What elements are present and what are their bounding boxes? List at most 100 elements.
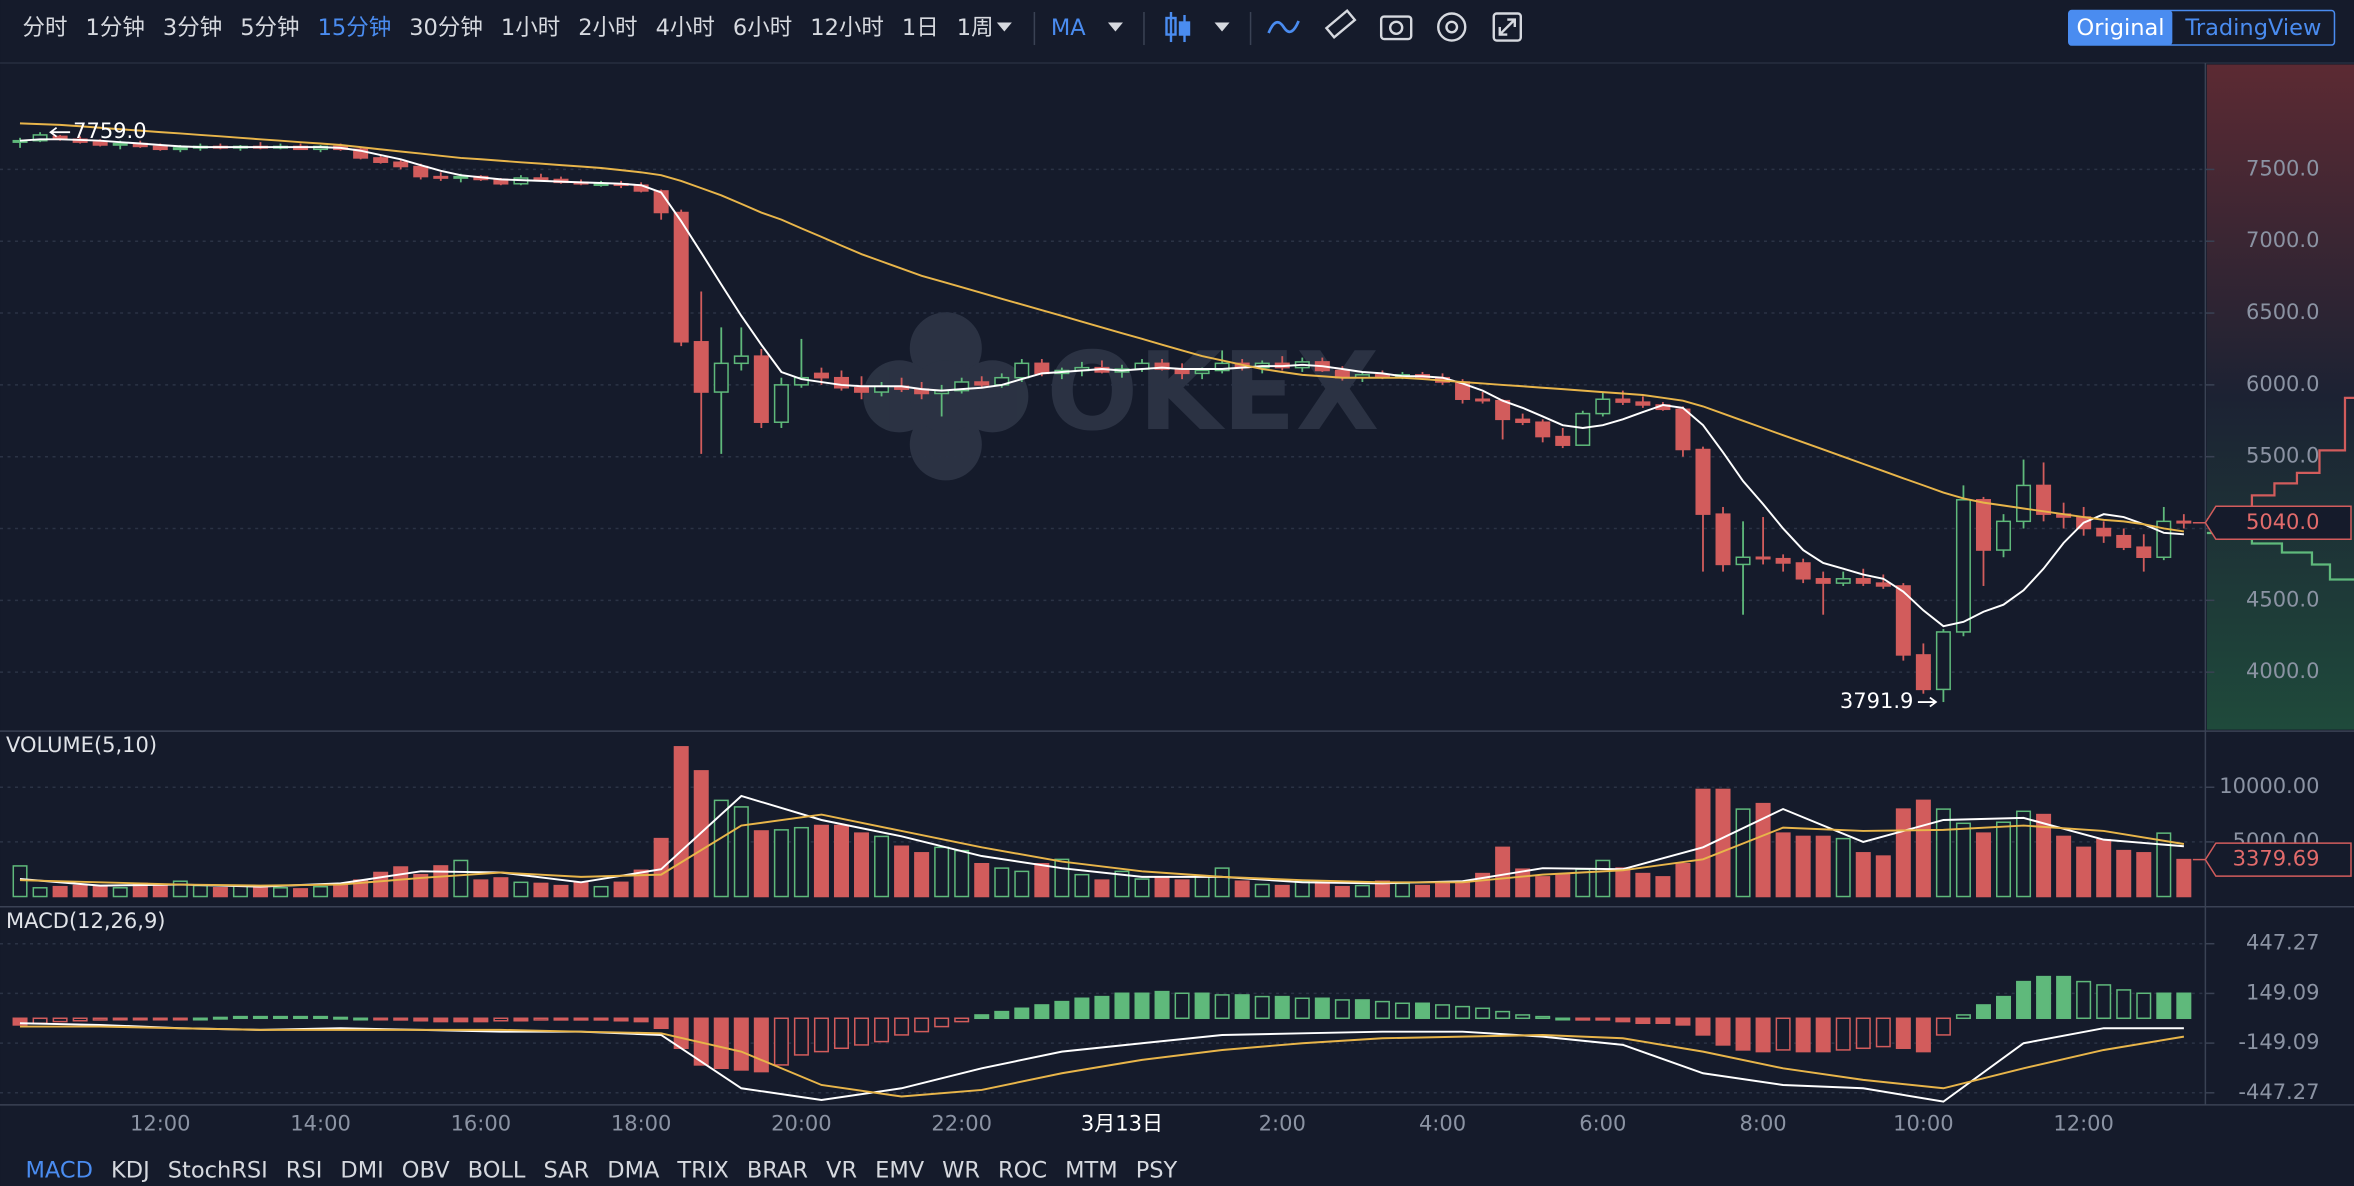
x-tick-label: 18:00 xyxy=(611,1110,672,1135)
interval-tab[interactable]: 1分钟 xyxy=(86,15,145,41)
bar xyxy=(1815,835,1831,898)
bar xyxy=(1875,1017,1891,1048)
interval-tab[interactable]: 15分钟 xyxy=(318,15,392,41)
indicator-tab[interactable]: WR xyxy=(942,1157,980,1183)
bar xyxy=(112,887,128,898)
candle-body xyxy=(2096,527,2112,537)
fullscreen-button[interactable] xyxy=(1492,12,1522,42)
bar xyxy=(172,1017,188,1021)
bar xyxy=(553,1017,569,1021)
indicator-tab[interactable]: BRAR xyxy=(747,1157,808,1183)
indicator-tab[interactable]: DMI xyxy=(340,1157,383,1183)
candle-body xyxy=(1635,401,1651,406)
candle-body xyxy=(1755,556,1771,560)
interval-tab[interactable]: 5分钟 xyxy=(240,15,299,41)
candle-body xyxy=(1795,562,1811,580)
indicator-tab[interactable]: DMA xyxy=(607,1157,660,1183)
candle-body xyxy=(2136,546,2152,558)
ruler-button[interactable] xyxy=(1324,9,1357,39)
interval-tab[interactable]: 4小时 xyxy=(656,15,715,41)
interval-tab[interactable]: 12小时 xyxy=(810,15,884,41)
ma-line xyxy=(19,794,2184,888)
bar xyxy=(12,1017,28,1026)
bar xyxy=(1234,994,1250,1020)
interval-tab[interactable]: 3分钟 xyxy=(163,15,222,41)
x-tick-label: 16:00 xyxy=(451,1110,512,1135)
view-button[interactable]: Original xyxy=(2077,15,2165,41)
indicator-tab[interactable]: BOLL xyxy=(468,1157,526,1183)
bar xyxy=(1334,885,1350,898)
candle-body xyxy=(1835,578,1851,584)
bar xyxy=(413,1017,429,1022)
candle-body xyxy=(793,376,809,386)
bar xyxy=(1515,1014,1531,1020)
candle-body xyxy=(1935,631,1951,691)
indicators-button[interactable] xyxy=(1267,20,1300,34)
bar xyxy=(533,882,549,898)
candle-body xyxy=(1575,412,1591,446)
view-button[interactable]: TradingView xyxy=(2184,15,2321,41)
settings-button[interactable] xyxy=(1437,12,1467,42)
bar xyxy=(1234,880,1250,898)
indicator-tab[interactable]: MACD xyxy=(26,1157,93,1183)
indicator-tab[interactable]: ROC xyxy=(998,1157,1047,1183)
candle-body xyxy=(413,165,429,178)
interval-dropdown[interactable] xyxy=(996,22,1012,32)
candle-style-button[interactable] xyxy=(1165,12,1191,43)
indicator-dropdown[interactable] xyxy=(1107,22,1123,32)
bar xyxy=(313,885,329,898)
interval-tab[interactable]: 30分钟 xyxy=(409,15,483,41)
bar xyxy=(733,806,749,898)
bar xyxy=(1895,808,1911,898)
bar xyxy=(2016,810,2032,898)
indicator-tab[interactable]: SAR xyxy=(543,1157,589,1183)
x-tick-label: 22:00 xyxy=(931,1110,992,1135)
indicator-tab[interactable]: RSI xyxy=(286,1157,323,1183)
indicator-tab[interactable]: KDJ xyxy=(111,1157,150,1183)
candle-body xyxy=(172,147,188,151)
interval-tab[interactable]: 1周 xyxy=(957,15,994,41)
interval-tab[interactable]: 6小时 xyxy=(733,15,792,41)
candle-body xyxy=(1875,582,1891,587)
bar xyxy=(1535,1015,1551,1020)
bar xyxy=(2056,975,2072,1020)
bar xyxy=(974,1014,990,1020)
indicator-tab[interactable]: StochRSI xyxy=(168,1157,268,1183)
indicator-select[interactable]: MA xyxy=(1051,15,1086,41)
bar xyxy=(272,1015,289,1020)
panel-title: VOLUME(5,10) xyxy=(6,732,157,757)
interval-tab[interactable]: 1小时 xyxy=(501,15,560,41)
interval-tab[interactable]: 2小时 xyxy=(578,15,637,41)
interval-tab[interactable]: 分时 xyxy=(23,15,68,41)
candle-body xyxy=(1535,421,1551,438)
bar xyxy=(393,866,409,898)
ma-line xyxy=(19,138,2184,628)
bar xyxy=(433,1017,449,1023)
indicator-tab[interactable]: TRIX xyxy=(676,1157,728,1183)
bar xyxy=(854,1017,870,1046)
indicator-tab[interactable]: EMV xyxy=(875,1157,925,1183)
bar xyxy=(994,1010,1010,1020)
indicator-tab[interactable]: OBV xyxy=(402,1157,450,1183)
bar xyxy=(1495,1010,1511,1020)
bar xyxy=(2036,975,2052,1020)
indicator-tab[interactable]: PSY xyxy=(1136,1157,1178,1183)
x-tick-label: 14:00 xyxy=(290,1110,351,1135)
indicator-tab[interactable]: VR xyxy=(826,1157,857,1183)
interval-tab[interactable]: 1日 xyxy=(902,15,939,41)
bar xyxy=(1214,994,1230,1020)
indicator-tab[interactable]: MTM xyxy=(1065,1157,1118,1183)
bar xyxy=(293,1015,309,1020)
bar xyxy=(1855,852,1871,898)
style-dropdown[interactable] xyxy=(1214,22,1230,32)
bar xyxy=(1455,1005,1471,1020)
bar xyxy=(2136,852,2152,898)
bar xyxy=(2156,992,2172,1020)
screenshot-button[interactable] xyxy=(1379,15,1413,41)
bar xyxy=(1114,992,1130,1020)
bar xyxy=(1374,1000,1390,1020)
bar xyxy=(1054,858,1070,898)
bar xyxy=(92,1017,108,1021)
bar xyxy=(1655,876,1671,898)
